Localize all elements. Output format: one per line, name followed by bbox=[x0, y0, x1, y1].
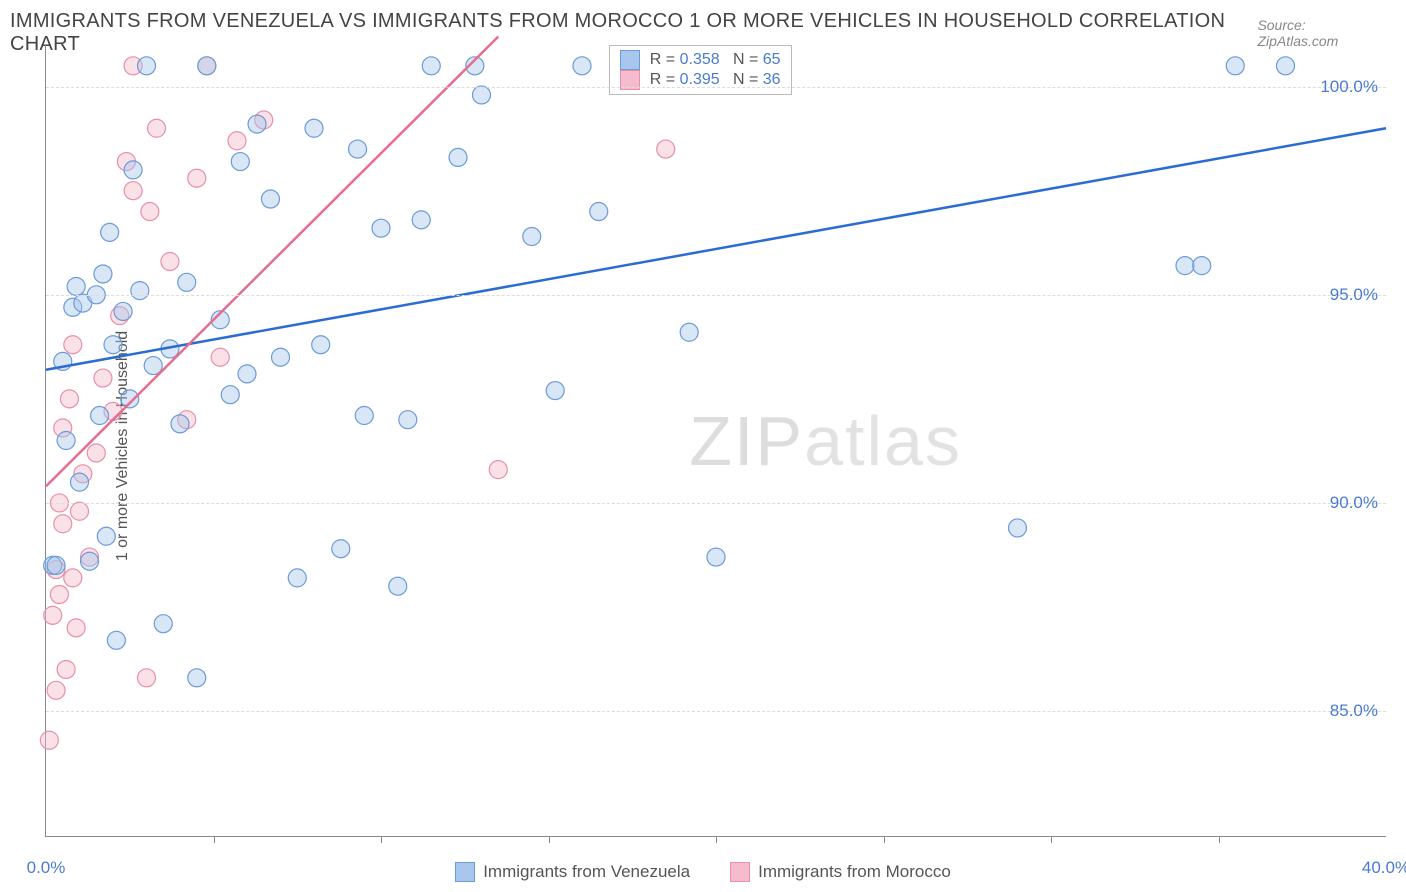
legend-swatch-venezuela bbox=[620, 50, 640, 70]
y-tick-label: 85.0% bbox=[1330, 701, 1378, 721]
legend-stats-text: R = 0.358 N = 65 bbox=[650, 51, 781, 69]
legend-swatch-icon bbox=[730, 862, 750, 882]
chart-plot-area: ZIPatlas R = 0.358 N = 65 R = 0.395 N = … bbox=[45, 45, 1386, 837]
legend-bottom: Immigrants from Venezuela Immigrants fro… bbox=[0, 862, 1406, 882]
legend-item-morocco: Immigrants from Morocco bbox=[730, 862, 951, 882]
legend-item-label: Immigrants from Venezuela bbox=[483, 862, 690, 882]
legend-swatch-icon bbox=[455, 862, 475, 882]
scatter-plot-svg bbox=[46, 45, 1386, 836]
y-tick-label: 100.0% bbox=[1320, 77, 1378, 97]
y-tick-label: 95.0% bbox=[1330, 285, 1378, 305]
legend-item-label: Immigrants from Morocco bbox=[758, 862, 951, 882]
y-tick-label: 90.0% bbox=[1330, 493, 1378, 513]
legend-item-venezuela: Immigrants from Venezuela bbox=[455, 862, 690, 882]
legend-stats-row-venezuela: R = 0.358 N = 65 bbox=[620, 50, 781, 70]
